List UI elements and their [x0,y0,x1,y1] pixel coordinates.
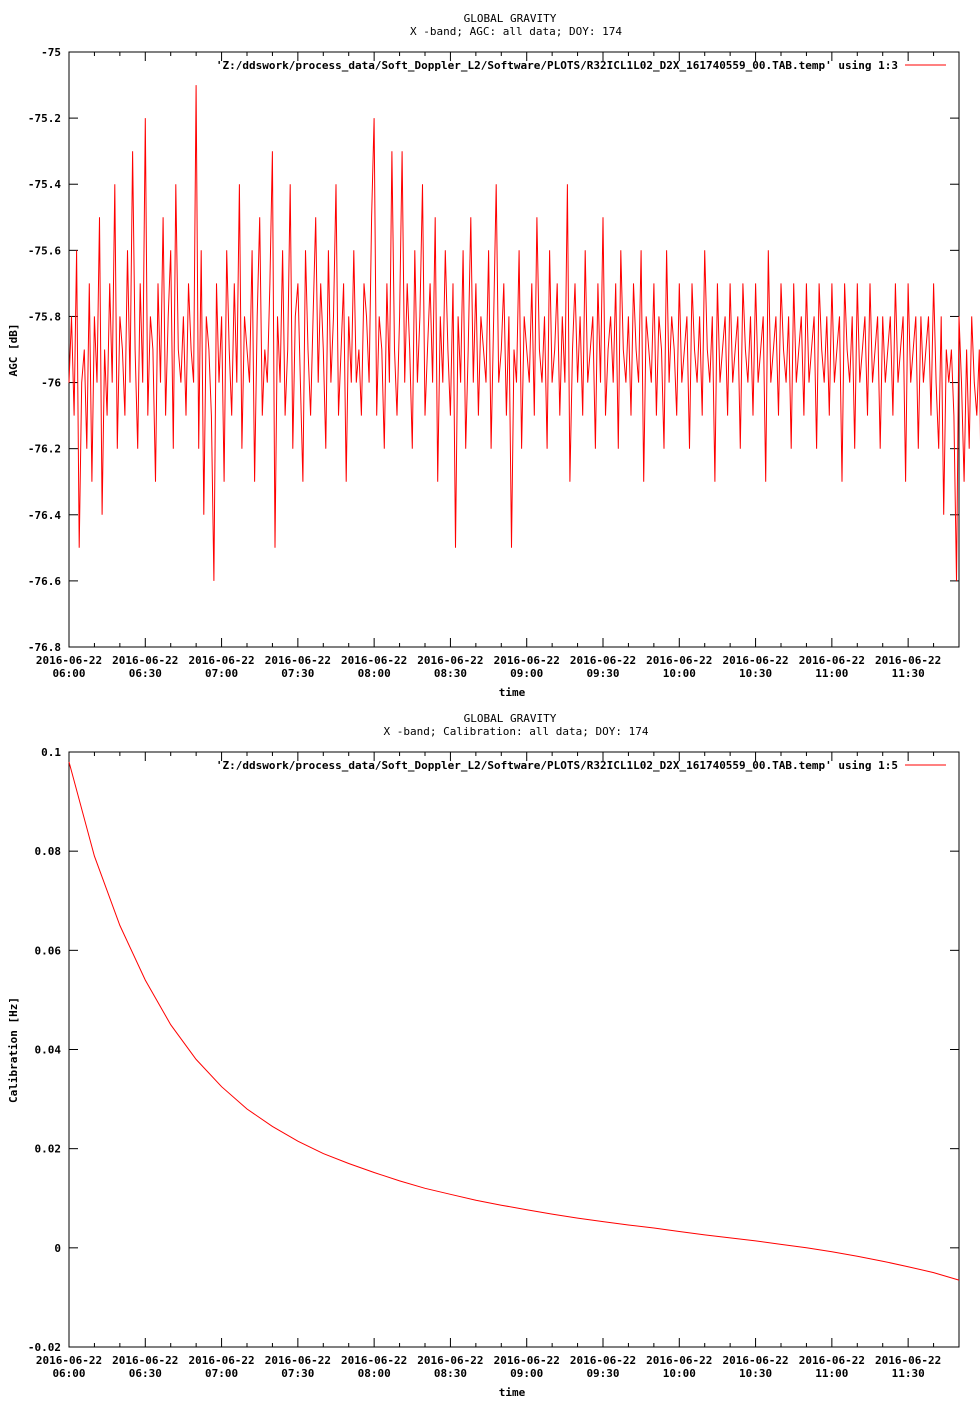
y-axis-label: AGC [dB] [7,324,20,377]
x-tick-label-date: 2016-06-22 [875,1354,941,1367]
x-tick-label-time: 11:30 [892,1367,925,1380]
x-tick-label-time: 07:30 [281,667,314,680]
chart-title: GLOBAL GRAVITY [464,12,557,25]
x-tick-label-date: 2016-06-22 [112,1354,178,1367]
x-tick-label-time: 10:00 [663,1367,696,1380]
x-tick-label-date: 2016-06-22 [265,654,331,667]
x-tick-label-time: 09:00 [510,667,543,680]
x-tick-label-date: 2016-06-22 [112,654,178,667]
x-tick-label-time: 07:00 [205,667,238,680]
y-tick-label: -76.4 [28,509,61,522]
x-tick-label-date: 2016-06-22 [570,1354,636,1367]
x-tick-label-time: 10:30 [739,667,772,680]
x-tick-label-date: 2016-06-22 [417,1354,483,1367]
y-tick-label: -76.2 [28,443,61,456]
x-tick-label-time: 09:30 [586,667,619,680]
series-line-calibration [68,761,960,1281]
x-tick-label-time: 06:00 [52,667,85,680]
x-tick-label-time: 08:30 [434,1367,467,1380]
x-tick-label-time: 11:30 [892,667,925,680]
agc-chart: GLOBAL GRAVITY X -band; AGC: all data; D… [7,12,980,699]
y-tick-label: -75.4 [28,178,61,191]
x-tick-label-time: 10:30 [739,1367,772,1380]
x-tick-label-time: 10:00 [663,667,696,680]
x-tick-label-date: 2016-06-22 [722,654,788,667]
x-tick-label-date: 2016-06-22 [36,1354,102,1367]
y-tick-label: 0.1 [41,746,61,759]
legend-label: 'Z:/ddswork/process_data/Soft_Doppler_L2… [216,759,898,772]
x-tick-label-time: 08:00 [358,1367,391,1380]
x-tick-label-time: 06:30 [129,667,162,680]
x-tick-label-time: 06:00 [52,1367,85,1380]
calibration-chart: GLOBAL GRAVITY X -band; Calibration: all… [7,712,960,1399]
x-axis: 2016-06-2206:002016-06-2206:302016-06-22… [36,752,960,1380]
x-axis-label: time [499,686,526,699]
y-tick-label: 0.08 [35,845,62,858]
x-tick-label-time: 06:30 [129,1367,162,1380]
x-tick-label-time: 09:30 [586,1367,619,1380]
x-axis-label: time [499,1386,526,1399]
x-tick-label-date: 2016-06-22 [646,1354,712,1367]
y-tick-label: -75 [41,46,61,59]
x-tick-label-time: 11:00 [815,1367,848,1380]
legend-label: 'Z:/ddswork/process_data/Soft_Doppler_L2… [216,59,898,72]
x-tick-label-time: 09:00 [510,1367,543,1380]
x-tick-label-date: 2016-06-22 [875,654,941,667]
x-tick-label-date: 2016-06-22 [188,654,254,667]
x-tick-label-date: 2016-06-22 [341,1354,407,1367]
y-tick-label: 0.06 [35,944,62,957]
x-tick-label-time: 07:00 [205,1367,238,1380]
y-tick-label: -76 [41,377,61,390]
x-axis: 2016-06-2206:002016-06-2206:302016-06-22… [36,52,960,680]
y-tick-label: -75.6 [28,244,61,257]
x-tick-label-time: 08:30 [434,667,467,680]
series-line-agc [68,85,980,581]
x-tick-label-date: 2016-06-22 [799,1354,865,1367]
x-tick-label-time: 07:30 [281,1367,314,1380]
y-axis: -75 -75.2 -75.4 -75.6 -75.8 -76 -76.2 -76.4 -76.… [28,46,959,654]
y-axis-label: Calibration [Hz] [7,997,20,1103]
x-tick-label-date: 2016-06-22 [188,1354,254,1367]
x-tick-label-date: 2016-06-22 [341,654,407,667]
x-tick-label-date: 2016-06-22 [494,1354,560,1367]
y-tick-label: 0.02 [35,1143,62,1156]
y-tick-label: -76.6 [28,575,61,588]
x-tick-label-time: 11:00 [815,667,848,680]
x-tick-label-date: 2016-06-22 [265,1354,331,1367]
x-tick-label-date: 2016-06-22 [36,654,102,667]
y-tick-label: 0.04 [35,1044,62,1057]
chart-subtitle: X -band; Calibration: all data; DOY: 174 [384,725,649,738]
x-tick-label-date: 2016-06-22 [799,654,865,667]
plot-frame [68,751,960,1348]
chart-subtitle: X -band; AGC: all data; DOY: 174 [410,25,622,38]
x-tick-label-date: 2016-06-22 [417,654,483,667]
x-tick-label-date: 2016-06-22 [722,1354,788,1367]
y-tick-label: -76.8 [28,641,61,654]
y-axis: 0.1 0.08 0.06 0.04 0.02 0 -0.02 [28,746,959,1354]
y-tick-label: -75.2 [28,112,61,125]
chart-title: GLOBAL GRAVITY [464,712,557,725]
x-tick-label-date: 2016-06-22 [494,654,560,667]
y-tick-label: -0.02 [28,1341,61,1354]
y-tick-label: 0 [54,1242,61,1255]
x-tick-label-time: 08:00 [358,667,391,680]
y-tick-label: -75.8 [28,310,61,323]
x-tick-label-date: 2016-06-22 [570,654,636,667]
x-tick-label-date: 2016-06-22 [646,654,712,667]
